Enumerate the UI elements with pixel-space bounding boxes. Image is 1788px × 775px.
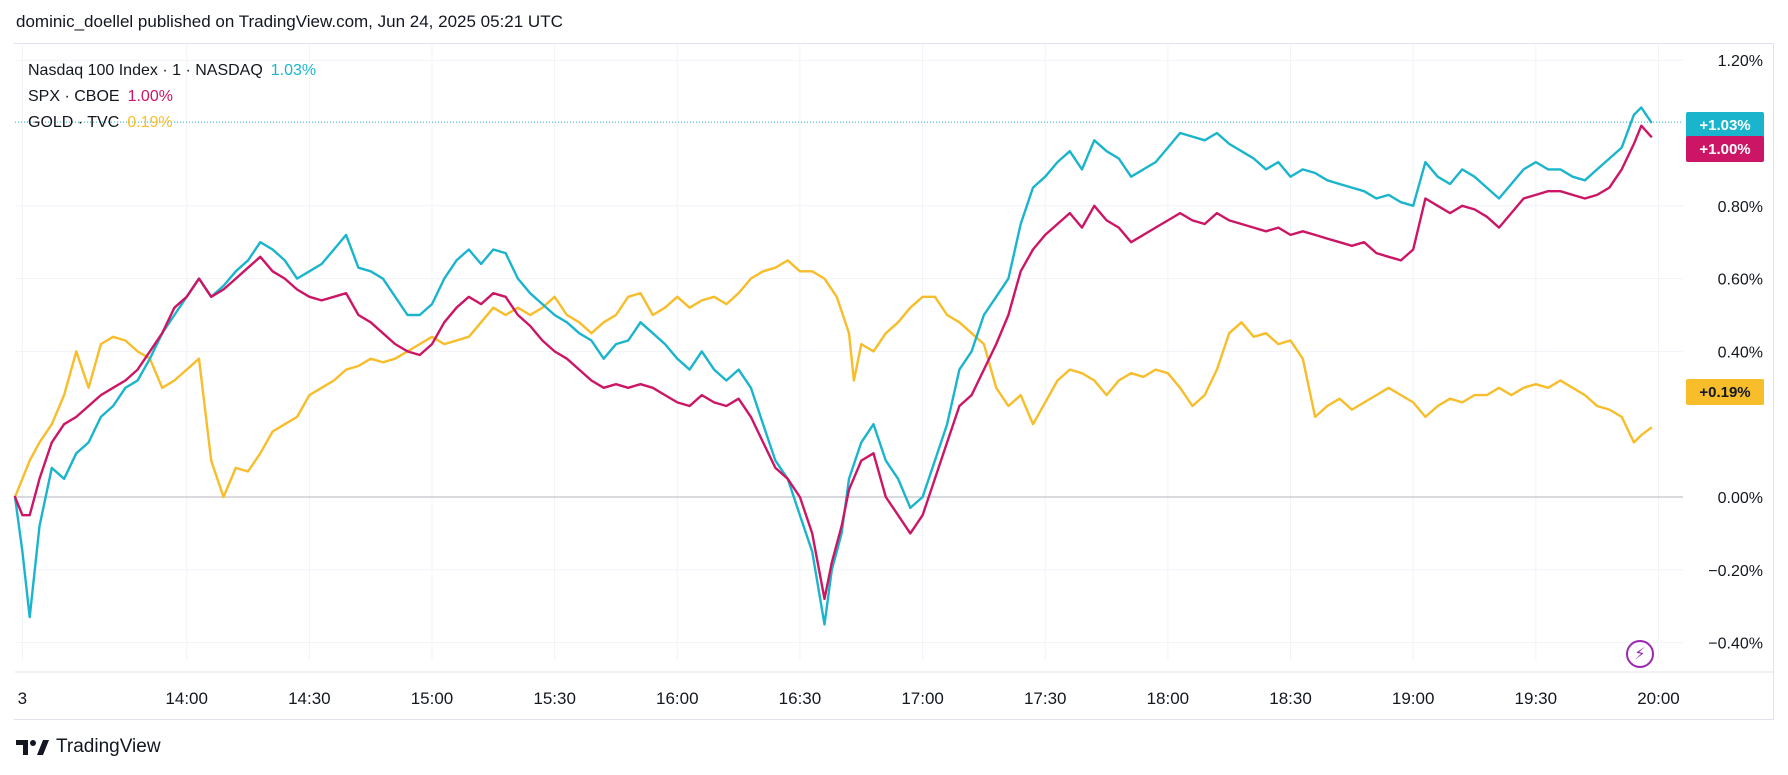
x-axis-ticks: 3 14:00 14:30 15:00 15:30 16:00 16:30 17:00 17:3… [18,689,1680,708]
x-tick-label: 19:30 [1515,689,1558,708]
legend-series-name: GOLD · TVC [28,114,120,131]
series-line-spx[interactable] [13,124,1653,601]
legend-series-name: Nasdaq 100 Index · 1 · NASDAQ [28,62,263,79]
legend-series-name: SPX · CBOE [28,88,120,105]
x-tick-label: 19:00 [1392,689,1435,708]
price-badge-gold: +0.19% [1686,379,1764,405]
price-badge-spx: +1.00% [1686,136,1764,162]
y-axis-ticks: 1.20% 0.80% 0.60% 0.40% 0.00% −0.20% −0.40% [1708,53,1763,652]
grid-lines [15,43,1774,673]
x-tick-label: 17:00 [901,689,944,708]
x-tick-label: 16:30 [779,689,822,708]
x-tick-label: 18:30 [1269,689,1312,708]
x-tick-label: 16:00 [656,689,699,708]
legend-item[interactable]: SPX · CBOE 1.00% [28,84,316,110]
x-tick-label: 15:00 [411,689,454,708]
legend-item[interactable]: GOLD · TVC 0.19% [28,110,316,136]
y-tick-label: −0.40% [1708,636,1763,653]
x-tick-label: 18:00 [1147,689,1190,708]
y-tick-label: 0.80% [1718,199,1763,216]
y-tick-label: −0.20% [1708,563,1763,580]
legend: Nasdaq 100 Index · 1 · NASDAQ 1.03% SPX · … [28,58,316,136]
x-tick-label: 14:00 [165,689,208,708]
chart-frame [14,43,1774,720]
y-tick-label: 0.60% [1718,272,1763,289]
line-chart[interactable]: 1.20% 0.80% 0.60% 0.40% 0.00% −0.20% −0.40% 3 1… [0,0,1788,730]
x-tick-label: 14:30 [288,689,331,708]
legend-series-value: 1.00% [127,88,173,105]
y-tick-label: 0.40% [1718,344,1763,361]
legend-series-value: 1.03% [270,62,317,79]
flash-icon[interactable]: ⚡ [1626,640,1654,668]
zero-line [15,121,1683,498]
tradingview-logo-icon [16,740,49,755]
x-tick-label: 15:30 [533,689,576,708]
legend-series-value: 0.19% [127,114,173,131]
legend-item[interactable]: Nasdaq 100 Index · 1 · NASDAQ 1.03% [28,58,316,84]
y-tick-label: 1.20% [1718,53,1763,70]
series-line-gold[interactable] [13,259,1653,499]
x-tick-label: 20:00 [1637,689,1680,708]
publish-line: dominic_doellel published on TradingView… [16,12,563,31]
price-badge-nasdaq: +1.03% [1686,112,1764,138]
brand-name: TradingView [56,736,161,757]
series-lines [13,106,1653,626]
series-line-nasdaq[interactable] [13,106,1653,626]
x-tick-label: 3 [18,689,27,708]
footer[interactable]: TradingView [16,736,161,758]
x-tick-label: 17:30 [1024,689,1067,708]
y-tick-label: 0.00% [1718,490,1763,507]
